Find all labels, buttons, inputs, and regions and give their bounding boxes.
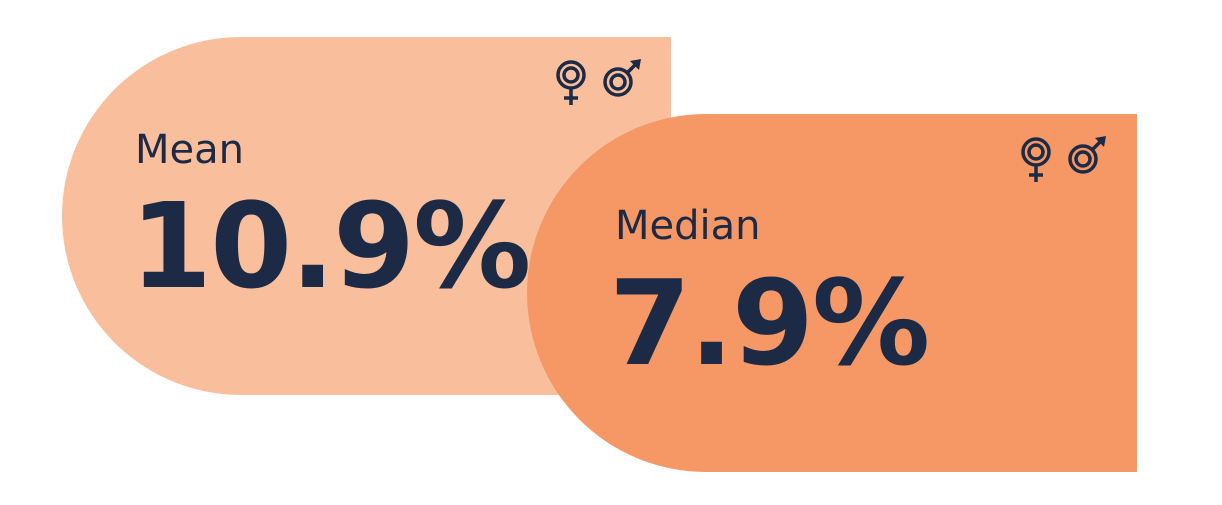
- mean-label: Mean: [135, 127, 244, 173]
- male-icon: [603, 60, 640, 97]
- female-icon: [556, 60, 586, 105]
- median-value: 7.9%: [609, 254, 930, 392]
- gender-icons: [556, 59, 641, 105]
- male-icon: [1068, 137, 1105, 174]
- median-label: Median: [615, 203, 761, 249]
- median-card: Median 7.9%: [527, 114, 1137, 472]
- mean-value: 10.9%: [130, 177, 531, 315]
- gender-icons: [1021, 136, 1106, 182]
- female-icon: [1021, 137, 1051, 182]
